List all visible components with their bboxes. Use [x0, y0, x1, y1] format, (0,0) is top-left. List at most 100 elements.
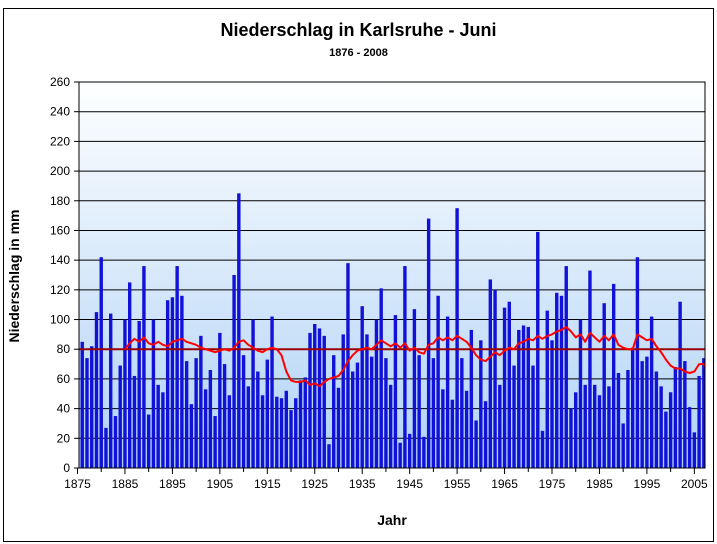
y-tick-label-160: 160: [50, 223, 70, 237]
bar-1954: [450, 399, 455, 468]
bar-1993: [635, 257, 640, 468]
bar-1941: [388, 384, 393, 468]
y-tick-label-60: 60: [57, 372, 71, 386]
bar-1977: [559, 295, 564, 468]
bar-1991: [626, 370, 630, 468]
plot-border: [78, 81, 706, 469]
bar-1949: [426, 218, 431, 468]
bar-1996: [649, 316, 654, 468]
bar-2004: [687, 407, 692, 468]
x-tick-label-1885: 1885: [112, 477, 139, 491]
x-tick-label-1985: 1985: [586, 477, 613, 491]
bar-1932: [346, 263, 350, 468]
bar-1952: [441, 389, 445, 468]
x-tick-label-1955: 1955: [444, 477, 471, 491]
y-tick-label-120: 120: [50, 283, 70, 297]
bar-1899: [189, 404, 194, 468]
bar-1951: [436, 295, 440, 468]
bar-1930: [336, 387, 341, 468]
bar-1973: [540, 430, 545, 468]
bar-2000: [668, 392, 673, 468]
bar-1929: [332, 355, 336, 468]
bar-1878: [90, 346, 94, 468]
bar-1970: [526, 326, 530, 468]
chart-outer-border: [3, 8, 714, 542]
bar-1892: [156, 384, 160, 468]
bar-1901: [199, 335, 203, 468]
x-tick-label-1935: 1935: [349, 477, 376, 491]
bar-1975: [550, 340, 554, 468]
y-tick-label-260: 260: [50, 75, 70, 89]
bar-1987: [607, 386, 611, 468]
bar-1955: [455, 208, 459, 468]
bar-2002: [678, 301, 682, 468]
bar-1906: [222, 364, 227, 468]
y-tick-label-0: 0: [63, 461, 70, 475]
bar-1989: [616, 372, 621, 468]
x-tick-label-2005: 2005: [681, 477, 708, 491]
x-tick-label-1965: 1965: [491, 477, 518, 491]
bar-2003: [683, 361, 687, 468]
bar-1971: [531, 365, 535, 468]
bar-1934: [355, 362, 360, 468]
bar-1931: [341, 334, 345, 468]
x-tick-label-1905: 1905: [206, 477, 233, 491]
bar-1921: [294, 398, 298, 468]
bar-1997: [654, 371, 659, 468]
moving-average-line: [124, 326, 705, 388]
bar-1959: [474, 420, 478, 468]
bar-1920: [289, 410, 293, 468]
y-tick-label-80: 80: [57, 342, 71, 356]
bar-2001: [673, 367, 678, 468]
bar-1986: [602, 303, 606, 468]
bar-1924: [308, 332, 312, 468]
chart-title: Niederschlag in Karlsruhe - Juni: [220, 20, 497, 40]
bar-1935: [360, 306, 364, 468]
bar-1890: [146, 414, 151, 468]
bar-1918: [279, 398, 284, 468]
bar-1893: [161, 392, 165, 468]
bar-1910: [241, 355, 246, 468]
y-tick-label-140: 140: [50, 253, 70, 267]
series-group: [79, 193, 705, 468]
bar-1960: [479, 340, 483, 468]
bar-1898: [184, 361, 189, 468]
bar-1978: [564, 266, 568, 468]
bar-1953: [445, 316, 450, 468]
bar-1967: [512, 365, 516, 468]
bar-1903: [208, 370, 213, 468]
y-tick-label-40: 40: [57, 402, 71, 416]
x-tick-label-1945: 1945: [396, 477, 423, 491]
bar-1942: [393, 315, 398, 468]
x-axis-title: Jahr: [377, 512, 407, 528]
bar-1905: [218, 332, 222, 468]
bar-1939: [379, 288, 383, 468]
bar-1889: [142, 266, 146, 468]
bar-1965: [502, 307, 507, 468]
bar-1958: [469, 329, 474, 468]
bar-1911: [246, 386, 251, 468]
bar-1896: [175, 266, 179, 468]
bar-1990: [621, 423, 625, 468]
bar-1966: [507, 301, 511, 468]
bar-1919: [284, 390, 288, 468]
bar-1937: [369, 356, 374, 468]
bar-1957: [464, 390, 469, 468]
chart-subtitle: 1876 - 2008: [329, 47, 388, 59]
bar-1938: [374, 319, 379, 468]
bar-1916: [270, 316, 274, 468]
bar-1913: [256, 371, 260, 468]
bar-1983: [588, 270, 592, 468]
y-tick-label-200: 200: [50, 164, 70, 178]
bar-2006: [697, 375, 701, 468]
bar-1912: [251, 319, 255, 468]
bar-1950: [431, 358, 436, 468]
bar-1895: [170, 297, 175, 468]
bar-1944: [403, 266, 407, 468]
bar-1909: [237, 193, 241, 468]
bar-1883: [113, 416, 118, 468]
bar-1908: [232, 275, 236, 468]
bar-1933: [351, 371, 355, 468]
bar-1881: [104, 427, 108, 468]
bar-1894: [165, 300, 170, 468]
